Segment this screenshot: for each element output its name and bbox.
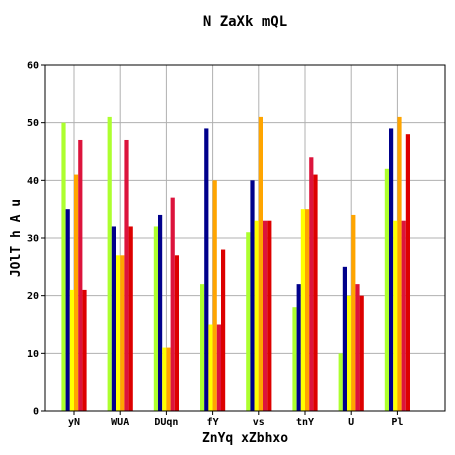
bar <box>267 220 272 411</box>
bar <box>128 226 133 411</box>
bar <box>292 307 297 411</box>
y-axis-label: JOlT h A u <box>9 199 24 277</box>
bar <box>401 220 406 411</box>
y-tick-label: 60 <box>27 61 39 72</box>
y-tick-label: 50 <box>27 118 39 129</box>
x-tick-label: Pl <box>391 417 403 428</box>
bar <box>107 116 112 412</box>
bar <box>397 116 402 412</box>
bar <box>174 255 179 411</box>
y-tick-label: 30 <box>27 234 39 245</box>
bar <box>258 116 263 412</box>
bar <box>313 174 318 411</box>
bar <box>200 284 205 411</box>
x-tick-label: vs <box>253 417 265 428</box>
bar <box>250 180 255 411</box>
x-axis-ticks: yN WUA DUqn fY vs tnY U Pl <box>68 411 403 428</box>
bar <box>351 214 356 411</box>
bar <box>393 220 398 411</box>
bar <box>212 180 217 411</box>
bar <box>74 174 79 411</box>
bar <box>309 157 314 411</box>
bar <box>158 214 163 411</box>
bar <box>342 266 347 411</box>
bar <box>405 134 410 411</box>
bar <box>208 324 213 411</box>
x-tick-label: DUqn <box>154 417 178 428</box>
bar <box>216 324 221 411</box>
x-tick-label: tnY <box>296 417 314 428</box>
y-axis-ticks: 0 10 20 30 40 50 60 <box>27 61 45 418</box>
bar <box>338 353 343 411</box>
x-axis-label: ZnYq xZbhxo <box>202 431 288 446</box>
bar <box>65 209 70 411</box>
bar <box>162 347 167 411</box>
bar <box>246 232 251 411</box>
bar <box>170 197 175 411</box>
bar <box>116 255 121 411</box>
bar <box>124 139 129 411</box>
bar <box>111 226 116 411</box>
bar <box>120 255 125 411</box>
bar <box>82 289 87 411</box>
bar <box>153 226 158 411</box>
bar <box>355 284 360 411</box>
chart-title: N ZaXk mQL <box>203 14 287 30</box>
bar <box>254 220 259 411</box>
bar <box>300 209 305 411</box>
bar <box>61 122 66 412</box>
x-tick-label: WUA <box>111 417 129 428</box>
bar <box>384 168 389 411</box>
bars <box>61 116 410 412</box>
y-tick-label: 0 <box>33 407 39 418</box>
bar <box>389 128 394 411</box>
bar <box>69 289 74 411</box>
x-tick-label: yN <box>68 417 80 428</box>
bar <box>166 347 171 411</box>
y-tick-label: 10 <box>27 349 39 360</box>
bar <box>78 139 83 411</box>
bar <box>263 220 268 411</box>
y-tick-label: 40 <box>27 176 39 187</box>
bar <box>221 249 226 411</box>
bar <box>305 209 310 411</box>
bar <box>296 284 301 411</box>
x-tick-label: U <box>348 417 354 428</box>
y-tick-label: 20 <box>27 291 39 302</box>
bar <box>359 295 364 411</box>
x-tick-label: fY <box>207 417 219 428</box>
bar <box>204 128 209 411</box>
bar <box>347 295 352 411</box>
